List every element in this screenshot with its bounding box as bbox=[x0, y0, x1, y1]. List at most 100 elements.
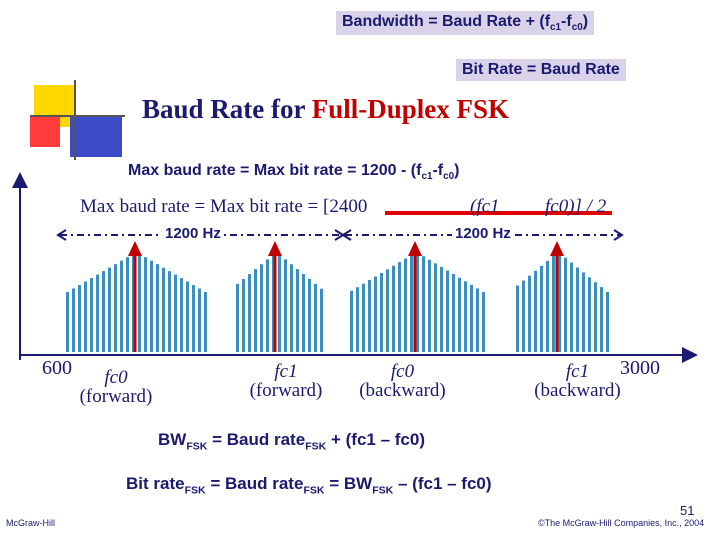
carrier-label-fc0-backward: fc0 (backward) bbox=[359, 361, 446, 401]
spectrum-bar bbox=[422, 256, 425, 352]
spectrum-bar bbox=[516, 285, 519, 352]
spectrum-bar bbox=[248, 274, 251, 352]
carrier-label-fc1-forward: fc1 (forward) bbox=[249, 361, 323, 401]
spectrum-bar bbox=[90, 278, 93, 352]
spectrum-bar bbox=[386, 269, 389, 352]
publisher-label: McGraw-Hill bbox=[6, 518, 55, 528]
spectrum-bar bbox=[350, 290, 353, 352]
spectrum-bar bbox=[410, 254, 413, 352]
spectrum-bar bbox=[446, 270, 449, 352]
spectrum-bar bbox=[138, 253, 141, 352]
bitrate-formula: Bit rateFSK = Baud rateFSK = BWFSK – (fc… bbox=[126, 474, 492, 497]
spectrum-bar bbox=[78, 285, 81, 352]
spectrum-bar bbox=[192, 285, 195, 352]
span-label-left: 1200 Hz bbox=[162, 225, 224, 242]
spectrum-bar bbox=[594, 282, 597, 352]
page-number: 51 bbox=[680, 503, 695, 518]
spectrum-bar bbox=[314, 283, 317, 352]
logo-red-square bbox=[30, 117, 60, 147]
spectrum-bar bbox=[290, 264, 293, 352]
spectrum-bar bbox=[242, 278, 245, 352]
spectrum-bar bbox=[392, 265, 395, 352]
spectrum-bar bbox=[470, 284, 473, 352]
spectrum-bar bbox=[266, 259, 269, 352]
spectrum-bar bbox=[284, 259, 287, 352]
spectrum-bar bbox=[66, 292, 69, 352]
spectrum-bars bbox=[66, 241, 609, 352]
spectrum-bar bbox=[528, 275, 531, 352]
logo-horizontal-line bbox=[30, 115, 125, 117]
spectrum-bar bbox=[558, 252, 561, 352]
bitrate-formula-box: Bit Rate = Baud Rate bbox=[456, 59, 626, 81]
spectrum-bar bbox=[368, 280, 371, 352]
overlay-formula-tail: (fc1 bbox=[470, 196, 500, 217]
spectrum-bar bbox=[108, 267, 111, 352]
carrier-label-fc0-forward: fc0 (forward) bbox=[79, 367, 153, 407]
spectrum-bar bbox=[180, 278, 183, 352]
carrier-label-fc1-backward: fc1 (backward) bbox=[534, 361, 621, 401]
axis-max-label: 3000 bbox=[620, 357, 660, 379]
spectrum-bar bbox=[296, 269, 299, 352]
spectrum-bar bbox=[428, 259, 431, 352]
spectrum-bar bbox=[380, 272, 383, 352]
spectrum-bar bbox=[398, 262, 401, 352]
spectrum-bar bbox=[404, 258, 407, 352]
spectrum-bar bbox=[236, 283, 239, 352]
spectrum-bar bbox=[374, 276, 377, 352]
spectrum-bar bbox=[102, 271, 105, 352]
spectrum-bar bbox=[356, 287, 359, 352]
carrier-arrowhead bbox=[550, 241, 564, 256]
spectrum-bar bbox=[254, 269, 257, 352]
spectrum-bar bbox=[546, 260, 549, 352]
bw-formula: BWFSK = Baud rateFSK + (fc1 – fc0) bbox=[158, 430, 425, 453]
spectrum-bar bbox=[144, 257, 147, 352]
overlay-formula: Max baud rate = Max bit rate = [2400 bbox=[80, 196, 368, 217]
spectrum-bar bbox=[600, 287, 603, 352]
spectrum-bar bbox=[540, 265, 543, 352]
spectrum-bar bbox=[308, 278, 311, 352]
spectrum-bar bbox=[120, 260, 123, 352]
spectrum-bar bbox=[320, 288, 323, 352]
carrier-arrowhead bbox=[408, 241, 422, 256]
copyright-label: ©The McGraw-Hill Companies, Inc., 2004 bbox=[538, 518, 705, 528]
spectrum-bar bbox=[522, 280, 525, 352]
logo-blue-square bbox=[70, 117, 122, 157]
spectrum-bar bbox=[564, 257, 567, 352]
spectrum-bar bbox=[534, 270, 537, 352]
spectrum-bar bbox=[84, 281, 87, 352]
spectrum-bar bbox=[114, 264, 117, 352]
carrier-arrowhead bbox=[268, 241, 282, 256]
spectrum-bar bbox=[174, 274, 177, 352]
spectrum-bar bbox=[156, 264, 159, 352]
span-label-right: 1200 Hz bbox=[452, 225, 514, 242]
spectrum-bar bbox=[416, 252, 419, 352]
spectrum-bar bbox=[606, 292, 609, 352]
spectrum-bar bbox=[150, 260, 153, 352]
spectrum-bar bbox=[482, 292, 485, 352]
spectrum-bar bbox=[576, 267, 579, 352]
carrier-arrowhead bbox=[128, 241, 142, 256]
spectrum-bar bbox=[260, 264, 263, 352]
axis-min-label: 600 bbox=[42, 357, 72, 379]
spectrum-bar bbox=[204, 292, 207, 352]
spectrum-bar bbox=[162, 267, 165, 352]
spectrum-bar bbox=[476, 288, 479, 352]
spectrum-bar bbox=[588, 277, 591, 352]
spectrum-bar bbox=[186, 281, 189, 352]
spectrum-bar bbox=[302, 274, 305, 352]
spectrum-bar bbox=[72, 288, 75, 352]
spectrum-bar bbox=[198, 288, 201, 352]
max-baud-caption: Max baud rate = Max bit rate = 1200 - (f… bbox=[128, 162, 460, 183]
logo-vertical-line bbox=[74, 80, 76, 160]
spectrum-bar bbox=[434, 263, 437, 352]
spectrum-bar bbox=[464, 281, 467, 352]
page-title: Baud Rate for Full-Duplex FSK bbox=[142, 94, 510, 124]
spectrum-bar bbox=[452, 274, 455, 352]
logo-decoration bbox=[30, 80, 125, 165]
spectrum-bar bbox=[552, 256, 555, 352]
overlay-formula-tail2: fc0)] / 2 bbox=[545, 196, 607, 217]
spectrum-bar bbox=[570, 262, 573, 352]
spectrum-bar bbox=[168, 271, 171, 352]
spectrum-bar bbox=[582, 272, 585, 352]
